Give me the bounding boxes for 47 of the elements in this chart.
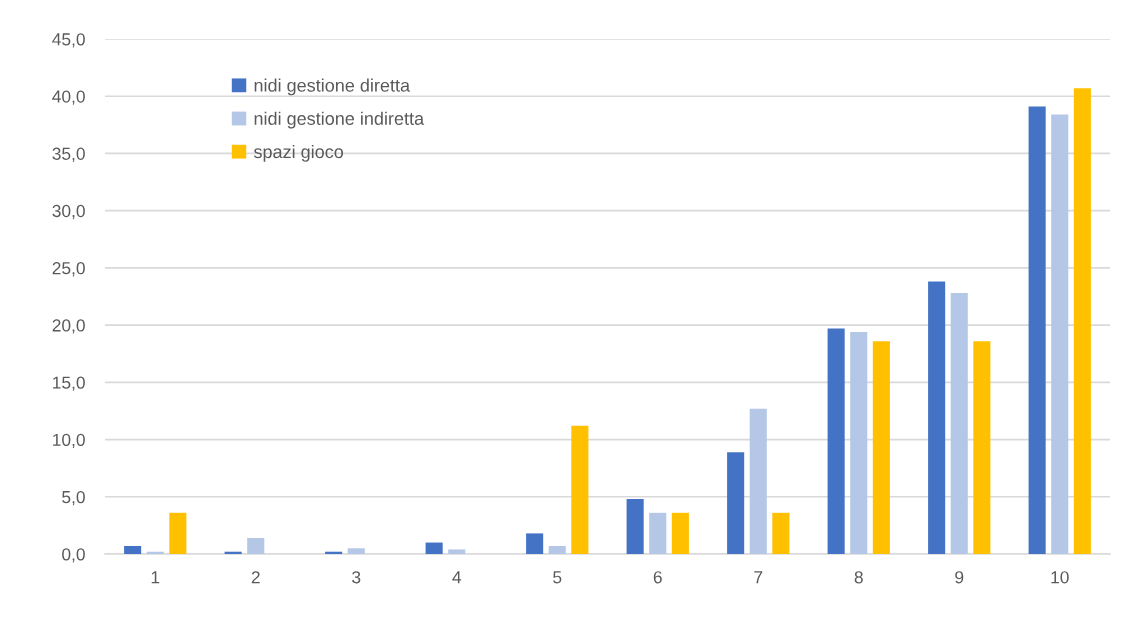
x-tick-label: 5 — [553, 571, 562, 584]
bar — [571, 425, 589, 554]
x-tick-label: 1 — [151, 571, 160, 584]
bar — [1051, 114, 1069, 554]
x-tick-label: 3 — [352, 571, 361, 584]
x-tick-label: 9 — [955, 571, 964, 584]
x-tick-label: 4 — [452, 571, 462, 584]
bar — [448, 549, 466, 554]
bar — [772, 512, 790, 554]
bar — [872, 341, 890, 554]
y-tick-label: 40,0 — [52, 90, 85, 105]
y-tick-label: 5,0 — [62, 490, 85, 506]
bar — [124, 545, 142, 554]
bar — [727, 452, 745, 554]
bar — [850, 331, 868, 554]
y-tick-label: 10,0 — [53, 433, 85, 449]
bar — [347, 548, 365, 554]
bar — [425, 542, 443, 554]
legend-label: nidi gestione indiretta — [254, 111, 425, 129]
bar — [626, 499, 644, 554]
y-tick-label: 45,0 — [52, 33, 85, 48]
bar — [950, 293, 968, 554]
bar — [671, 512, 689, 554]
bar — [649, 512, 667, 554]
y-tick-label: 25,0 — [52, 262, 85, 277]
x-tick-label: 2 — [251, 571, 260, 584]
bar — [973, 341, 991, 554]
x-tick-label: 10 — [1051, 571, 1069, 584]
x-tick-label: 8 — [854, 571, 863, 584]
y-tick-label: 35,0 — [52, 147, 85, 162]
y-tick-label: 30,0 — [52, 204, 85, 220]
bar — [827, 328, 845, 554]
legend-label: spazi gioco — [253, 144, 344, 162]
bar — [1073, 88, 1091, 554]
bar — [526, 533, 544, 554]
bar — [548, 545, 566, 554]
x-tick-label: 6 — [653, 571, 662, 584]
bar — [1028, 106, 1046, 554]
bar — [928, 281, 946, 554]
bar — [169, 512, 187, 554]
bar — [247, 537, 265, 554]
legend-label: nidi gestione diretta — [254, 78, 411, 96]
x-tick-label: 7 — [754, 571, 763, 584]
bar — [749, 408, 767, 554]
y-tick-label: 15,0 — [53, 376, 85, 391]
y-tick-label: 0,0 — [62, 548, 85, 563]
y-tick-label: 20,0 — [52, 319, 85, 334]
